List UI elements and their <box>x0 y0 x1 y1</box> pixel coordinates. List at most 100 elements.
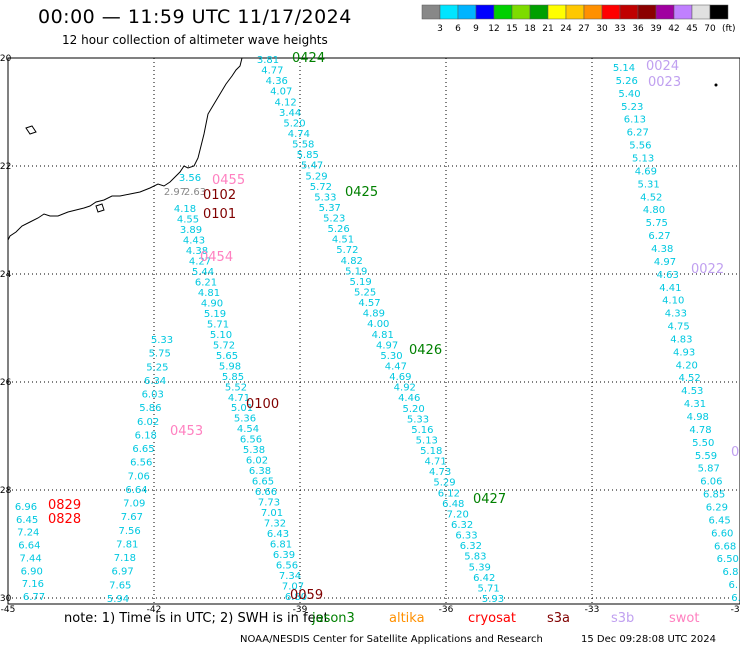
satellite-tracks: 3.814.774.364.074.123.445.204.745.585.85… <box>15 55 740 605</box>
wave-height-value: 5.93 <box>482 594 504 605</box>
wave-height-value: 6.64 <box>18 541 40 552</box>
colorbar-swatch <box>493 4 513 20</box>
wave-height-value: 4.12 <box>274 97 296 108</box>
wave-height-value: 5.19 <box>204 309 226 320</box>
colorbar-swatch <box>673 4 693 20</box>
wave-height-value: 2.63 <box>184 187 206 198</box>
wave-height-value: 6.56 <box>240 435 262 446</box>
wave-height-value: 5.94 <box>107 594 129 605</box>
wave-height-value: 4.55 <box>177 215 199 226</box>
wave-height-value: 6.81 <box>270 540 292 551</box>
wave-height-value: 4.74 <box>288 129 310 140</box>
wave-height-value: 7.73 <box>258 498 280 509</box>
pass-id-label: 0455 <box>212 173 245 188</box>
wave-height-value: 7.32 <box>264 519 286 530</box>
longitude-tick: -45 <box>1 605 16 615</box>
latitude-tick: -24 <box>0 270 12 280</box>
wave-height-value: 5.87 <box>698 464 720 475</box>
wave-height-value: 5.40 <box>618 89 640 100</box>
wave-height-value: 5.29 <box>433 478 455 489</box>
wave-height-value: 5.20 <box>402 404 424 415</box>
wave-height-value: 7.44 <box>19 553 41 564</box>
wave-height-value: 5.25 <box>354 288 376 299</box>
pass-id-label: 0424 <box>292 51 325 66</box>
wave-height-value: 6.39 <box>273 550 295 561</box>
colorbar-tick-label: 18 <box>524 24 536 34</box>
wave-height-value: 3.81 <box>257 55 279 66</box>
wave-height-value: 7.01 <box>261 508 283 519</box>
wave-height-value: 6.66 <box>255 487 277 498</box>
wave-height-value: 5.65 <box>216 351 238 362</box>
wave-height-value: 7.20 <box>447 510 469 521</box>
wave-height-value: 5.71 <box>477 583 499 594</box>
wave-height-value: 5.85 <box>222 372 244 383</box>
wave-height-value: 7.18 <box>114 553 136 564</box>
wave-height-value: 5.14 <box>613 63 635 74</box>
wave-height-value: 4.52 <box>678 373 700 384</box>
wave-height-value: 5.38 <box>243 445 265 456</box>
wave-height-value: 5.85 <box>297 150 319 161</box>
pass-id-label: 0101 <box>203 207 236 222</box>
wave-height-value: 4.78 <box>689 425 711 436</box>
wave-height-value: 3.89 <box>180 225 202 236</box>
wave-height-value: 6. <box>729 580 739 591</box>
wave-height-value: 4.97 <box>654 257 676 268</box>
wave-height-value: 7.56 <box>118 526 140 537</box>
wave-height-value: 7.24 <box>17 528 39 539</box>
colorbar-tick-label: 6 <box>455 24 461 34</box>
wave-height-value: 4.75 <box>667 322 689 333</box>
timestamp-text: 15 Dec 09:28:08 UTC 2024 <box>581 634 716 645</box>
wave-height-value: 6.45 <box>708 515 730 526</box>
wave-height-value: 6.12 <box>438 488 460 499</box>
colorbar-tick-label: (ft) <box>722 24 736 34</box>
colorbar-swatch <box>475 4 495 20</box>
wave-height-value: 5.19 <box>349 277 371 288</box>
pass-id-label: 0453 <box>170 424 203 439</box>
wave-height-value: 4.77 <box>261 66 283 77</box>
colorbar-tick-label: 24 <box>560 24 572 34</box>
wave-height-value: 5.18 <box>420 446 442 457</box>
longitude-tick: -30 <box>731 605 740 615</box>
pass-id-label: 0828 <box>48 512 81 527</box>
wave-height-value: 6.27 <box>648 231 670 242</box>
plot-frame <box>7 57 740 605</box>
wave-height-value: 5.10 <box>210 330 232 341</box>
wave-height-value: 5.36 <box>234 414 256 425</box>
wave-height-value: 7.07 <box>282 582 304 593</box>
map-subtitle: 12 hour collection of altimeter wave hei… <box>62 33 328 47</box>
pass-id-label: 0425 <box>345 185 378 200</box>
wave-height-value: 5.72 <box>336 245 358 256</box>
wave-height-value: 6.64 <box>125 485 147 496</box>
wave-height-value: 7.65 <box>109 580 131 591</box>
wave-height-value: 4.38 <box>186 246 208 257</box>
wave-height-value: 5.75 <box>646 218 668 229</box>
colorbar-tick-label: 42 <box>668 24 679 34</box>
wave-height-value: 4.82 <box>341 256 363 267</box>
map-title: 00:00 — 11:59 UTC 11/17/2024 <box>38 6 352 28</box>
pass-id-label: 0022 <box>691 262 724 277</box>
pass-id-label: 0 <box>731 445 739 460</box>
wave-height-value: 5.75 <box>149 349 171 360</box>
wave-height-value: 4.36 <box>266 76 288 87</box>
wave-height-value: 5.33 <box>407 414 429 425</box>
wave-height-value: 6.65 <box>252 477 274 488</box>
colorbar-swatch <box>619 4 639 20</box>
wave-height-value: 4.27 <box>189 256 211 267</box>
wave-height-value: 5.44 <box>192 267 214 278</box>
wave-height-value: 6.33 <box>455 531 477 542</box>
wave-height-value: 6.96 <box>15 502 37 513</box>
wave-height-value: 4.47 <box>385 362 407 373</box>
wave-height-value: 4.90 <box>201 298 223 309</box>
island-dot <box>714 83 718 87</box>
wave-height-value: 4.92 <box>394 383 416 394</box>
wave-height-value: 4.71 <box>228 393 250 404</box>
pass-labels: 0424 0425 0426 0427 0455 0454 0453 0102 0101 0100… <box>48 51 739 603</box>
wave-height-value: 4.57 <box>358 298 380 309</box>
colorbar-tick-label: 15 <box>506 24 517 34</box>
latitude-tick: -26 <box>0 378 12 388</box>
wave-height-value: 5.26 <box>616 76 638 87</box>
wave-height-value: 6.60 <box>711 528 733 539</box>
wave-height-value: 6.38 <box>249 466 271 477</box>
colorbar-tick-label: 27 <box>578 24 589 34</box>
